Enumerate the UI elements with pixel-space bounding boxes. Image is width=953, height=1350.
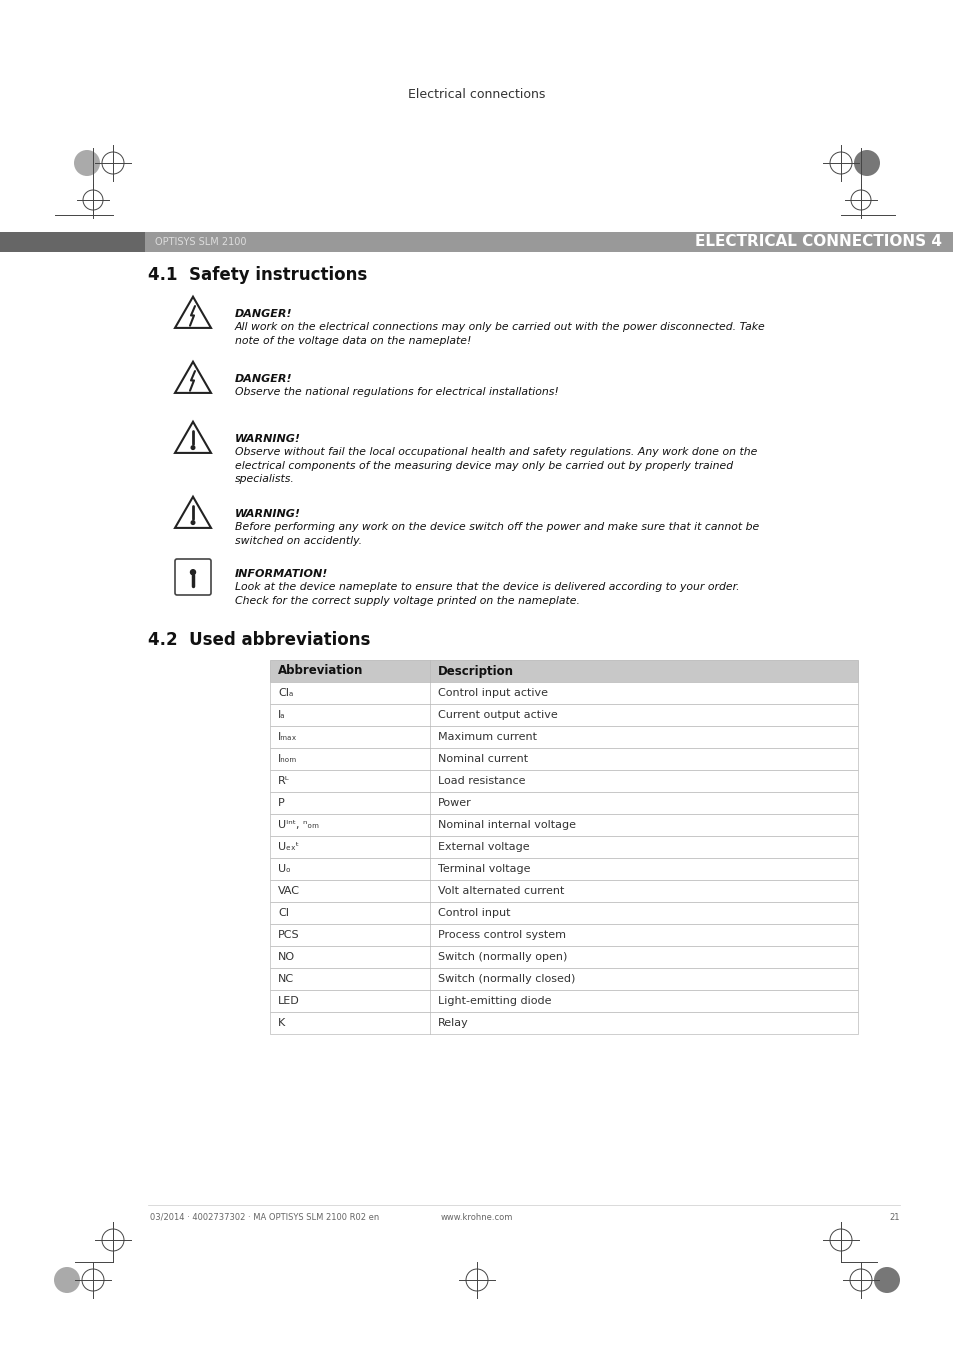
Text: WARNING!: WARNING!	[234, 509, 301, 518]
Text: NO: NO	[277, 952, 294, 963]
Text: 4.2  Used abbreviations: 4.2 Used abbreviations	[148, 630, 370, 649]
Bar	[145, 232, 953, 252]
Text: Current output active: Current output active	[437, 710, 558, 720]
Text: 21: 21	[888, 1214, 899, 1222]
Text: Switch (normally open): Switch (normally open)	[437, 952, 567, 963]
Text: Light-emitting diode: Light-emitting diode	[437, 996, 551, 1006]
Polygon shape	[174, 297, 211, 328]
Text: INFORMATION!: INFORMATION!	[234, 568, 328, 579]
Text: Maximum current: Maximum current	[437, 732, 537, 742]
Circle shape	[873, 1268, 899, 1293]
Bar	[270, 660, 857, 682]
Text: Before performing any work on the device switch off the power and make sure that: Before performing any work on the device…	[234, 522, 759, 545]
Text: 4.1  Safety instructions: 4.1 Safety instructions	[148, 266, 367, 283]
Bar	[270, 880, 857, 902]
Bar	[270, 769, 857, 792]
Circle shape	[853, 150, 879, 176]
Text: External voltage: External voltage	[437, 842, 529, 852]
Text: Rᴸ: Rᴸ	[277, 776, 290, 786]
Text: Description: Description	[437, 664, 514, 678]
Text: ELECTRICAL CONNECTIONS 4: ELECTRICAL CONNECTIONS 4	[695, 235, 941, 250]
Bar	[0, 232, 145, 252]
Text: 03/2014 · 4002737302 · MA OPTISYS SLM 2100 R02 en: 03/2014 · 4002737302 · MA OPTISYS SLM 21…	[150, 1214, 379, 1222]
Circle shape	[191, 521, 194, 524]
Text: Iₘₐₓ: Iₘₐₓ	[277, 732, 297, 742]
Text: Look at the device nameplate to ensure that the device is delivered according to: Look at the device nameplate to ensure t…	[234, 582, 739, 606]
Polygon shape	[174, 497, 211, 528]
Bar	[270, 726, 857, 748]
Bar	[270, 923, 857, 946]
Text: Uₒ: Uₒ	[277, 864, 291, 873]
Circle shape	[191, 570, 195, 575]
Text: NC: NC	[277, 973, 294, 984]
Text: Relay: Relay	[437, 1018, 468, 1027]
Bar	[270, 968, 857, 990]
Bar	[270, 836, 857, 859]
Text: Control input: Control input	[437, 909, 510, 918]
Text: DANGER!: DANGER!	[234, 374, 293, 383]
Circle shape	[191, 446, 194, 450]
Circle shape	[54, 1268, 80, 1293]
Text: DANGER!: DANGER!	[234, 309, 293, 319]
Bar	[270, 792, 857, 814]
Bar	[270, 902, 857, 923]
Bar	[270, 703, 857, 726]
Circle shape	[74, 150, 100, 176]
Text: Volt alternated current: Volt alternated current	[437, 886, 564, 896]
Text: OPTISYS SLM 2100: OPTISYS SLM 2100	[154, 238, 246, 247]
Bar	[270, 990, 857, 1012]
Text: Uᴵⁿᵗ, ⁿₒₘ: Uᴵⁿᵗ, ⁿₒₘ	[277, 819, 318, 830]
Text: Electrical connections: Electrical connections	[408, 89, 545, 101]
Text: Abbreviation: Abbreviation	[277, 664, 363, 678]
Text: P: P	[277, 798, 284, 809]
Text: Control input active: Control input active	[437, 688, 547, 698]
Text: Uₑₓᵗ: Uₑₓᵗ	[277, 842, 298, 852]
Bar	[270, 814, 857, 836]
Text: Terminal voltage: Terminal voltage	[437, 864, 530, 873]
Text: www.krohne.com: www.krohne.com	[440, 1214, 513, 1222]
Bar	[270, 748, 857, 770]
Text: WARNING!: WARNING!	[234, 433, 301, 444]
Text: Observe without fail the local occupational health and safety regulations. Any w: Observe without fail the local occupatio…	[234, 447, 757, 485]
Text: Power: Power	[437, 798, 471, 809]
Text: Load resistance: Load resistance	[437, 776, 525, 786]
Polygon shape	[174, 362, 211, 393]
Text: All work on the electrical connections may only be carried out with the power di: All work on the electrical connections m…	[234, 323, 765, 346]
Bar	[270, 946, 857, 968]
Text: Iₐ: Iₐ	[277, 710, 285, 720]
Text: LED: LED	[277, 996, 299, 1006]
Text: Nominal internal voltage: Nominal internal voltage	[437, 819, 576, 830]
Bar	[270, 1012, 857, 1034]
Text: Process control system: Process control system	[437, 930, 565, 940]
Bar	[270, 859, 857, 880]
Text: VAC: VAC	[277, 886, 299, 896]
Bar	[270, 682, 857, 703]
Text: Iₙₒₘ: Iₙₒₘ	[277, 755, 297, 764]
Text: Switch (normally closed): Switch (normally closed)	[437, 973, 575, 984]
Text: K: K	[277, 1018, 285, 1027]
Text: PCS: PCS	[277, 930, 299, 940]
Text: CI: CI	[277, 909, 289, 918]
Text: CIₐ: CIₐ	[277, 688, 294, 698]
FancyBboxPatch shape	[174, 559, 211, 595]
Text: Nominal current: Nominal current	[437, 755, 528, 764]
Text: Observe the national regulations for electrical installations!: Observe the national regulations for ele…	[234, 387, 558, 397]
Polygon shape	[174, 421, 211, 452]
